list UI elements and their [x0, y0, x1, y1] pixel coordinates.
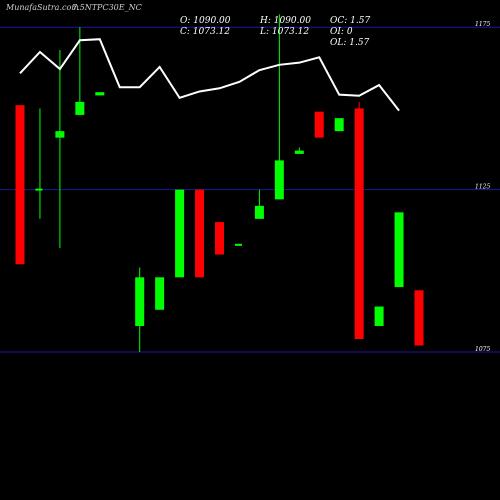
candle-body	[354, 108, 364, 340]
candle-body	[215, 222, 224, 255]
candle-body	[234, 243, 242, 246]
candle-body	[135, 277, 145, 327]
oi-readout: OI: 0	[330, 27, 353, 37]
candle-body	[75, 101, 85, 115]
oi-line-layer	[19, 38, 400, 112]
y-tick-label: 1075	[475, 346, 490, 353]
high-readout: H: 1090.00	[259, 16, 311, 26]
candle-body	[394, 212, 404, 288]
watermark: MunafaSutra.com	[5, 3, 79, 12]
candle-body	[195, 189, 205, 278]
candle-body	[155, 277, 165, 310]
open-readout: O: 1090.00	[180, 16, 231, 26]
candle-body	[294, 150, 304, 154]
close-readout: C: 1073.12	[180, 27, 230, 37]
y-axis-ticks: 1175 1125 1075	[475, 21, 490, 353]
candle-body	[334, 118, 344, 132]
candle-body	[95, 92, 105, 96]
symbol-label: 7.5NTPC30E_NC	[72, 3, 142, 12]
low-readout: L: 1073.12	[259, 27, 309, 37]
candle-body	[35, 188, 43, 191]
y-tick-label: 1125	[475, 184, 490, 191]
candles	[15, 14, 424, 352]
ol-readout: OL: 1.57	[330, 38, 370, 48]
candle-body	[15, 105, 25, 265]
oc-readout: OC: 1.57	[330, 16, 370, 26]
candle-body	[274, 160, 284, 200]
gridlines	[0, 26, 500, 353]
candle-body	[254, 205, 264, 219]
candle-body	[374, 306, 384, 327]
y-tick-label: 1175	[475, 21, 490, 28]
oi-line	[19, 38, 400, 112]
candle-body	[55, 131, 65, 138]
candle-body	[175, 189, 185, 278]
candle-body	[414, 290, 424, 346]
candle-body	[314, 111, 324, 138]
